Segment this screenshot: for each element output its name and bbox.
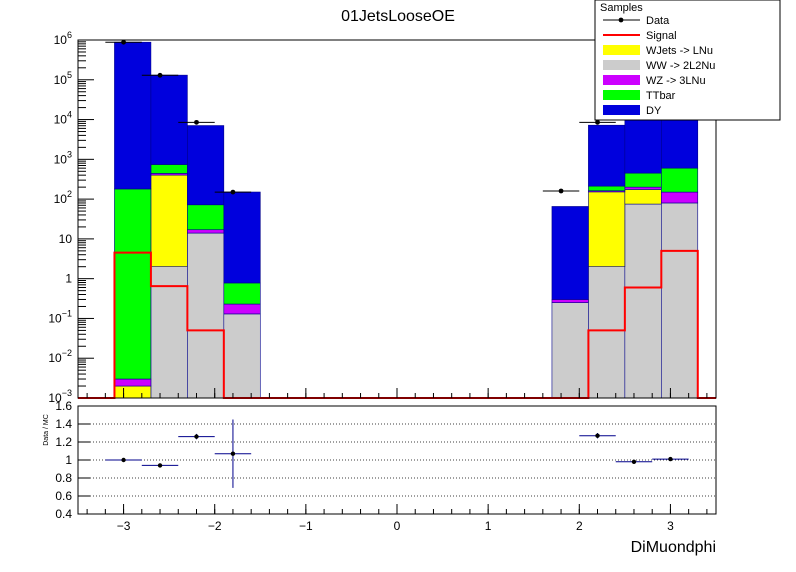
stack-bar (187, 204, 225, 231)
ratio-point (194, 434, 199, 439)
ratio-point (631, 459, 637, 464)
legend-swatch-fill (603, 45, 640, 55)
ratio-y-tick-label: 1.2 (55, 435, 72, 449)
ratio-y-axis-label: Data / MC (43, 414, 50, 446)
stack-bar (114, 385, 152, 399)
legend-title: Samples (600, 2, 643, 14)
stack-bar (551, 299, 589, 303)
ratio-point (157, 463, 163, 468)
x-axis-label: DiMuondphi (631, 539, 716, 556)
legend-swatch-fill (603, 90, 640, 100)
legend-label: WJets -> LNu (646, 45, 713, 57)
legend-label: WZ -> 3LNu (646, 75, 706, 87)
stack-bar (223, 303, 261, 315)
stack-bar (661, 167, 699, 193)
stack-bar (187, 125, 225, 206)
y-tick-label: 10−2 (48, 348, 72, 365)
stack-bar (150, 266, 188, 399)
legend-swatch-fill (603, 60, 640, 70)
x-tick-label: −2 (208, 519, 222, 533)
y-tick-label: 10 (59, 232, 73, 246)
legend-label: Signal (646, 30, 677, 42)
data-point (558, 188, 564, 194)
ratio-y-tick-label: 1.4 (55, 417, 72, 431)
chart-title: 01JetsLooseOE (341, 8, 455, 25)
stack-bar (223, 282, 261, 305)
y-tick-label: 106 (54, 30, 72, 47)
data-point (194, 119, 199, 125)
data-point (121, 39, 126, 45)
stack-bar (114, 378, 152, 387)
y-tick-label: 10−3 (48, 388, 72, 405)
data-point (230, 189, 236, 195)
ratio-point (668, 456, 673, 462)
ratio-point (595, 433, 600, 438)
stack-bar (223, 313, 261, 399)
y-tick-label: 10−1 (48, 308, 72, 325)
ratio-y-tick-label: 1.6 (55, 399, 72, 413)
legend-label: Data (646, 15, 670, 27)
stack-bar (187, 232, 225, 399)
legend: Samples Data Signal WJets -> LNu WW -> 2L2N… (594, 0, 781, 121)
stack-bar (624, 189, 662, 205)
ratio-panel: 0.4 0.6 0.8 1 1.2 1.4 1.6 −3 −2 −1 0 1 2 3 Data / MC (43, 399, 717, 533)
stack-bar (223, 191, 261, 284)
stack-bar (187, 229, 225, 234)
stack-bar (661, 202, 699, 399)
data-point (157, 72, 163, 78)
y-tick-label: 105 (54, 70, 72, 87)
ratio-y-tick-label: 0.8 (55, 471, 72, 485)
legend-entries: Data Signal WJets -> LNu WW -> 2L2Nu WZ -> 3… (603, 15, 715, 117)
stack-bar (551, 302, 589, 399)
legend-swatch-marker (618, 17, 624, 23)
ratio-y-tick-label: 1 (65, 453, 72, 467)
data-point (595, 119, 600, 125)
legend-swatch-fill (603, 105, 640, 115)
stack-bar (624, 186, 662, 190)
stack-bar (661, 191, 699, 204)
legend-label: TTbar (646, 90, 676, 102)
main-panel: 10−3 10−2 10−1 1 10 102 103 104 105 106 (48, 30, 717, 405)
main-axes: 10−3 10−2 10−1 1 10 102 103 104 105 106 (48, 30, 708, 405)
stack-bar (551, 206, 589, 300)
x-tick-label: 2 (576, 519, 583, 533)
ratio-axes: 0.4 0.6 0.8 1 1.2 1.4 1.6 −3 −2 −1 0 1 2 3 (55, 399, 708, 533)
ratio-grid (78, 423, 716, 497)
x-tick-label: 0 (394, 519, 401, 533)
stack-bar (624, 203, 662, 399)
stack-bar (588, 185, 626, 192)
stack-bar (114, 188, 152, 380)
x-tick-label: 1 (485, 519, 492, 533)
y-tick-label: 1 (65, 272, 72, 286)
ratio-y-tick-label: 0.4 (55, 507, 72, 521)
x-tick-label: −3 (117, 519, 131, 533)
y-tick-label: 104 (54, 110, 72, 127)
x-tick-label: 3 (667, 519, 674, 533)
ratio-points (105, 419, 689, 488)
stack-bar (150, 174, 188, 267)
stack-bar (150, 74, 188, 165)
stack-bar (588, 266, 626, 399)
legend-label: WW -> 2L2Nu (646, 60, 715, 72)
ratio-point (230, 451, 236, 456)
legend-label: DY (646, 105, 662, 117)
stack-bar (588, 191, 626, 267)
ratio-point (121, 457, 126, 463)
x-tick-label: −1 (299, 519, 313, 533)
stack-bar (114, 41, 152, 190)
stack-layer (114, 41, 699, 399)
stack-bar (624, 172, 662, 188)
y-tick-label: 103 (54, 149, 72, 166)
ratio-y-tick-label: 0.6 (55, 489, 72, 503)
y-tick-label: 102 (54, 189, 72, 206)
stack-bar (588, 124, 626, 187)
stack-bar (150, 164, 188, 174)
legend-swatch-fill (603, 75, 640, 85)
